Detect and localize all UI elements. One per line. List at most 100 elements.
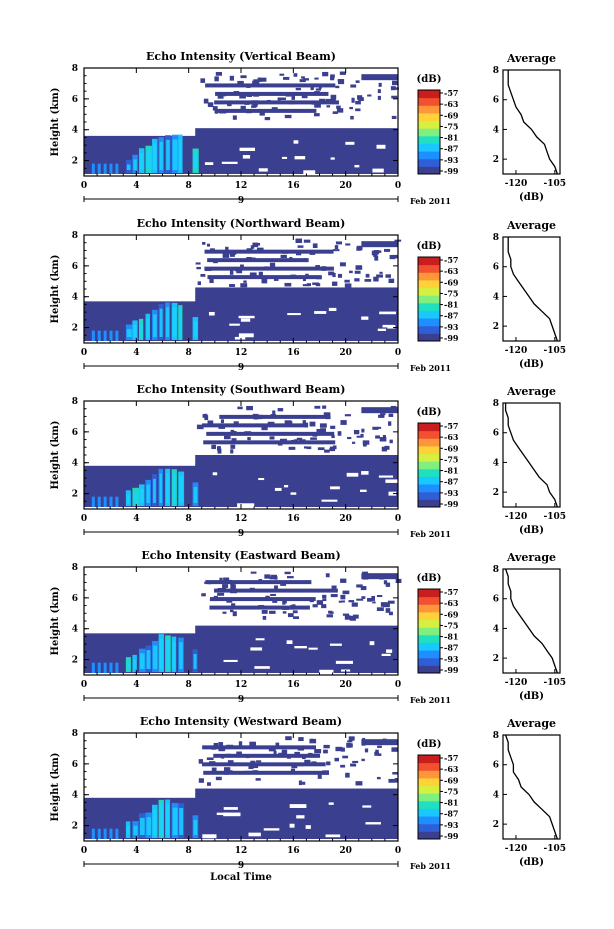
echo-plume-early <box>115 662 119 673</box>
echo-pixel <box>376 607 384 612</box>
echo-gap <box>305 825 311 829</box>
echo-pixel <box>331 96 336 101</box>
colorbar-tick-label: -81 <box>444 798 458 808</box>
echo-pixel <box>223 577 230 581</box>
echo-pixel <box>295 238 303 243</box>
echo-layer-mid <box>195 455 398 467</box>
x-tick-label: 20 <box>339 181 352 191</box>
echo-gap <box>263 828 280 831</box>
echo-gap <box>239 147 256 152</box>
echo-pixel <box>196 266 201 270</box>
echo-plume-core <box>146 150 151 170</box>
echo-pixel <box>340 420 347 425</box>
echo-pixel <box>293 616 299 620</box>
echo-pixel <box>226 744 234 748</box>
echo-plume-core <box>153 809 157 835</box>
echo-gap <box>330 486 340 490</box>
echo-pixel <box>342 590 350 595</box>
echo-pixel <box>279 73 285 76</box>
echo-pixel <box>388 611 393 616</box>
x-tick-label: 8 <box>186 846 192 856</box>
echo-pixel <box>279 438 287 444</box>
average-x-label: (dB) <box>519 525 544 536</box>
echo-pixel <box>346 742 352 748</box>
echo-pixel <box>246 248 253 251</box>
echo-gap <box>308 647 318 650</box>
panel-3: Echo Intensity (Southward Beam) 2 4 6 8 Heigh… <box>50 383 566 539</box>
echo-gap <box>296 815 305 819</box>
echo-pixel <box>230 253 235 257</box>
colorbar-segment <box>418 604 440 613</box>
y-tick-label: 4 <box>72 459 78 469</box>
colorbar-segment <box>418 105 440 114</box>
y-tick-label: 2 <box>72 324 78 334</box>
echo-pixel <box>309 421 316 427</box>
echo-plume-core <box>166 307 169 337</box>
echo-pixel <box>361 758 365 762</box>
colorbar-segment <box>418 257 440 266</box>
echo-pixel <box>222 253 230 258</box>
echo-pixel <box>230 584 236 589</box>
average-profile-line <box>504 734 559 840</box>
echo-pixel <box>246 92 253 97</box>
echo-gap <box>314 311 327 314</box>
echo-pixel <box>211 767 217 773</box>
echo-gap <box>290 492 297 495</box>
colorbar-tick-label: -57 <box>444 421 458 431</box>
echo-gap <box>242 155 251 159</box>
echo-pixel <box>348 736 355 741</box>
echo-stripe <box>215 91 329 96</box>
echo-pixel <box>250 257 256 261</box>
echo-pixel <box>322 71 329 77</box>
echo-pixel <box>362 737 366 741</box>
colorbar-segment <box>418 310 440 319</box>
y-tick-label: 2 <box>72 157 78 167</box>
average-profile-line <box>507 70 559 175</box>
echo-pixel <box>222 585 227 590</box>
echo-pixel <box>377 745 382 748</box>
y-tick-label: 2 <box>72 822 78 832</box>
echo-pixel <box>249 741 257 747</box>
colorbar-tick-label: -87 <box>444 809 458 819</box>
echo-pixel <box>314 77 319 80</box>
echo-pixel <box>290 439 295 443</box>
echo-pixel <box>387 600 395 604</box>
colorbar-segment <box>418 135 440 144</box>
echo-pixel <box>335 241 342 245</box>
heatmap <box>84 571 402 675</box>
echo-pixel <box>332 445 337 450</box>
echo-pixel <box>277 408 284 412</box>
echo-pixel <box>342 613 350 616</box>
echo-pixel <box>278 752 285 758</box>
x-tick-label: 0 <box>395 514 401 524</box>
echo-pixel <box>224 771 229 775</box>
echo-pixel <box>328 271 335 276</box>
echo-pixel <box>330 594 338 598</box>
echo-pixel <box>264 266 269 270</box>
echo-plume-early <box>103 330 107 341</box>
echo-pixel <box>301 76 305 79</box>
echo-gap <box>330 157 335 160</box>
x-tick-label: 0 <box>81 514 87 524</box>
y-tick-label: 6 <box>72 594 78 604</box>
echo-pixel <box>237 80 244 86</box>
echo-gap <box>258 477 265 481</box>
echo-gap <box>381 653 391 656</box>
date-tick-label: 9 <box>238 695 244 705</box>
echo-plume-core <box>179 642 183 669</box>
average-x-tick-label: -120 <box>505 512 528 522</box>
echo-pixel <box>309 250 316 255</box>
echo-gap <box>369 641 375 646</box>
echo-pixel <box>392 80 398 86</box>
echo-pixel <box>213 260 218 264</box>
echo-gap <box>286 640 293 645</box>
echo-pixel <box>236 268 243 274</box>
echo-pixel <box>239 95 246 99</box>
average-y-tick-label: 2 <box>493 654 499 664</box>
x-axis-label: Local Time <box>210 872 272 883</box>
echo-pixel <box>317 447 325 451</box>
echo-stripe <box>203 440 336 445</box>
echo-pixel <box>350 115 354 120</box>
echo-pixel <box>290 274 297 277</box>
